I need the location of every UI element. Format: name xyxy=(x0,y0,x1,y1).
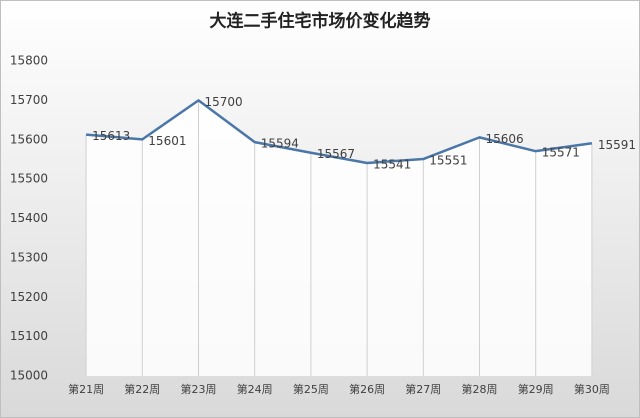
x-tick-label: 第29周 xyxy=(518,382,554,396)
data-label: 15591 xyxy=(598,138,636,152)
x-tick-label: 第30周 xyxy=(574,382,610,396)
data-label: 15606 xyxy=(486,132,524,146)
line xyxy=(85,99,593,165)
x-tick-label: 第22周 xyxy=(124,382,160,396)
y-tick-label: 15100 xyxy=(10,329,48,343)
data-label: 15700 xyxy=(205,95,243,109)
x-tick-label: 第25周 xyxy=(293,382,329,396)
y-tick-label: 15500 xyxy=(10,172,48,186)
data-label: 15594 xyxy=(261,137,299,151)
y-tick-label: 15700 xyxy=(10,93,48,107)
y-tick-label: 15800 xyxy=(10,54,48,68)
area-fill xyxy=(86,100,592,376)
x-tick-label: 第27周 xyxy=(405,382,441,396)
y-tick-label: 15200 xyxy=(10,290,48,304)
data-label: 15601 xyxy=(148,134,186,148)
data-label: 15613 xyxy=(92,129,130,143)
y-tick-label: 15000 xyxy=(10,369,48,383)
data-label: 15541 xyxy=(373,157,411,171)
x-tick-label: 第28周 xyxy=(462,382,498,396)
data-label: 15571 xyxy=(542,146,580,160)
x-tick-label: 第21周 xyxy=(68,382,104,396)
x-tick-label: 第23周 xyxy=(181,382,217,396)
x-tick-label: 第26周 xyxy=(349,382,385,396)
y-tick-label: 15400 xyxy=(10,211,48,225)
data-label: 15551 xyxy=(429,154,467,168)
y-tick-label: 15600 xyxy=(10,132,48,146)
data-label: 15567 xyxy=(317,147,355,161)
x-tick-label: 第24周 xyxy=(237,382,273,396)
chart-title: 大连二手住宅市场价变化趋势 xyxy=(210,11,431,32)
y-tick-label: 15300 xyxy=(10,250,48,264)
